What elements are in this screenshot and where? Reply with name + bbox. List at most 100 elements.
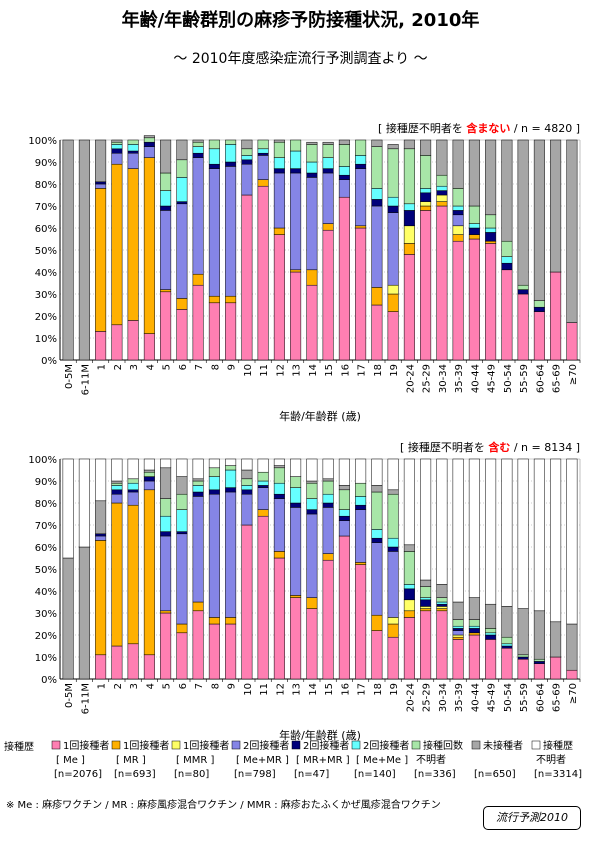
x-tick-label: 6: [178, 364, 189, 370]
bar-segment-2: [322, 553, 334, 561]
bar-segment-7: [355, 139, 367, 156]
bar-segment-1: [501, 647, 513, 680]
bar-segment-7: [517, 284, 529, 290]
bar-segment-8: [306, 141, 318, 145]
x-tick-label: 60-64: [535, 683, 546, 712]
bar-segment-2: [111, 502, 123, 647]
bar-segment-6: [468, 223, 480, 229]
bar-segment-8: [387, 489, 399, 495]
legend-count: [n=3314]: [534, 769, 582, 780]
bar-segment-7: [208, 467, 220, 477]
bar-segment-9: [566, 458, 578, 625]
bar-segment-7: [143, 137, 155, 143]
bar-segment-2: [485, 240, 497, 244]
bar-segment-1: [387, 311, 399, 361]
panel-label-prefix: [ 接種歴不明者を: [400, 440, 488, 454]
y-tick-label: 90%: [35, 477, 57, 488]
bar-segment-9: [111, 458, 123, 482]
x-tick-label: 9: [227, 683, 238, 689]
bar-segment-1: [452, 240, 464, 361]
legend-label: 1回接種者: [183, 739, 229, 752]
bar-segment-4: [95, 183, 107, 189]
bar-segment-8: [338, 139, 350, 145]
x-tick-label: 25-29: [422, 683, 433, 712]
x-tick-label: 8: [210, 364, 221, 370]
bar-segment-6: [403, 203, 415, 211]
bar-segment-8: [322, 478, 334, 482]
x-tick-label: 5: [162, 364, 173, 370]
bar-segment-8: [176, 476, 188, 495]
bar-segment-5: [403, 588, 415, 601]
bar-segment-3: [436, 606, 448, 609]
bar-segment-6: [192, 485, 204, 493]
bar-segment-7: [160, 498, 172, 517]
bar-segment-7: [241, 478, 253, 486]
legend-count: [n=693]: [114, 769, 156, 780]
bar-segment-7: [225, 139, 237, 145]
bar-segment-5: [241, 159, 253, 165]
legend-swatch: [111, 740, 121, 750]
bar-segment-2: [306, 597, 318, 609]
bar-segment-8: [403, 544, 415, 552]
x-tick-label: 30-34: [438, 364, 449, 393]
x-tick-label: 40-44: [470, 364, 481, 393]
x-tick-label: 0-5M: [64, 364, 75, 389]
x-tick-label: 3: [129, 683, 140, 689]
legend-count: [n=47]: [294, 769, 329, 780]
legend-heading: 接種歴: [4, 740, 34, 753]
bar-segment-5: [176, 531, 188, 535]
bar-segment-5: [290, 502, 302, 508]
y-tick-label: 50%: [35, 565, 57, 576]
bar-segment-4: [452, 214, 464, 227]
bar-segment-1: [306, 284, 318, 361]
bar-segment-7: [127, 139, 139, 145]
x-axis-title: 年齢/年齢群 (歳): [279, 409, 361, 423]
x-tick-label: 13: [292, 364, 303, 377]
bar-segment-7: [501, 636, 513, 645]
bar-segment-5: [485, 232, 497, 242]
bar-segment-2: [322, 223, 334, 231]
bar-segment-7: [387, 493, 399, 539]
legend-label: 1回接種者: [123, 739, 169, 752]
x-tick-label: 1: [97, 683, 108, 689]
y-tick-label: 60%: [35, 543, 57, 554]
bar-segment-7: [533, 300, 545, 308]
bar-segment-1: [273, 234, 285, 361]
brand-badge: 流行予測2010: [483, 806, 581, 830]
bar-segment-6: [176, 509, 188, 532]
x-tick-label: 16: [340, 683, 351, 696]
bar-segment-3: [403, 225, 415, 244]
bar-segment-4: [371, 542, 383, 616]
bar-segment-7: [371, 146, 383, 189]
bar-segment-6: [485, 227, 497, 233]
bar-segment-1: [322, 559, 334, 680]
bar-segment-9: [501, 458, 513, 607]
bar-segment-7: [273, 141, 285, 158]
bar-segment-8: [468, 139, 480, 207]
bar-segment-1: [160, 291, 172, 361]
bar-segment-1: [208, 302, 220, 361]
bar-segment-7: [485, 628, 497, 634]
bar-segment-8: [273, 139, 285, 143]
legend: 接種歴 1回接種者 [ Me ] [n=2076] 1回接種者 [ MR ] [n=693]…: [4, 739, 582, 780]
bar-segment-5: [306, 509, 318, 515]
bar-segment-9: [322, 458, 334, 480]
x-tick-label: 5: [162, 683, 173, 689]
bar-segment-6: [355, 496, 367, 506]
bar-segment-8: [192, 139, 204, 143]
bar-segment-5: [322, 168, 334, 174]
bar-segment-1: [403, 617, 415, 680]
bar-segment-8: [143, 469, 155, 473]
bar-segment-2: [176, 298, 188, 310]
bar-segment-5: [533, 661, 545, 664]
bar-segment-4: [306, 177, 318, 271]
bar-segment-5: [452, 210, 464, 216]
bar-segment-7: [257, 139, 269, 150]
bar-segment-3: [420, 201, 432, 207]
bar-segment-4: [111, 152, 123, 165]
bar-segment-5: [225, 161, 237, 167]
bar-segment-9: [95, 458, 107, 502]
bar-segment-8: [501, 606, 513, 638]
bar-segment-1: [273, 557, 285, 680]
bar-segment-9: [225, 458, 237, 466]
